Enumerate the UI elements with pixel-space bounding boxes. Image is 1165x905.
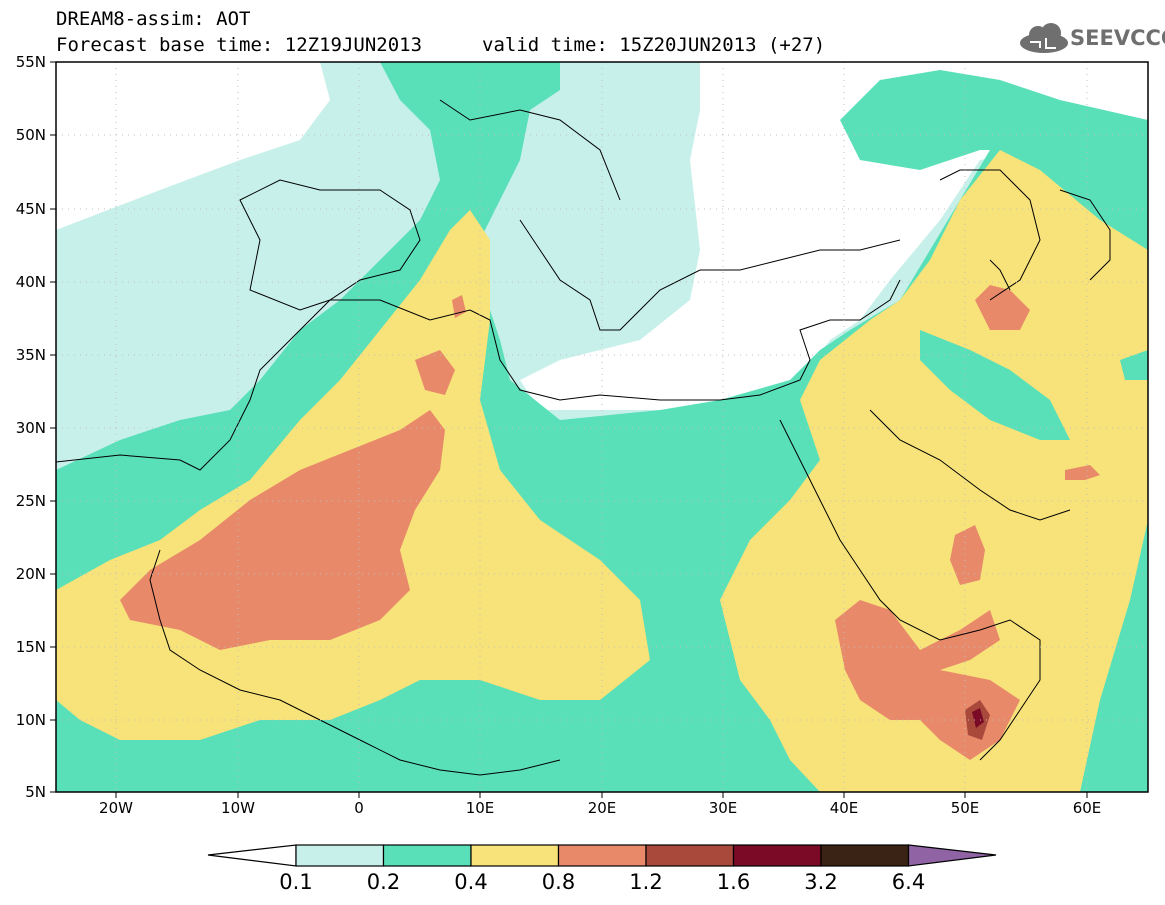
forecast-base-time: Forecast base time: 12Z19JUN2013	[56, 34, 423, 56]
lon-label: 20W	[99, 799, 133, 817]
colorbar-label: 1.2	[629, 870, 663, 894]
colorbar-label: 0.4	[454, 870, 488, 894]
aot-band-1.6	[972, 708, 984, 728]
lat-label: 25N	[15, 492, 46, 510]
valid-time: valid time: 15Z20JUN2013 (+27)	[482, 34, 826, 56]
lat-label: 30N	[15, 419, 46, 437]
colorbar-label: 6.4	[891, 870, 926, 894]
colorbar-label: 0.1	[279, 870, 313, 894]
tick-marks	[50, 61, 1088, 798]
lon-label: 10W	[221, 799, 255, 817]
colorbar-label: 0.2	[366, 870, 401, 894]
lon-label: 0	[354, 799, 364, 817]
lat-label: 55N	[15, 53, 46, 71]
aot-band-0.2-inner	[920, 330, 1148, 440]
lat-label: 5N	[25, 783, 46, 801]
colorbar-label: 1.6	[716, 870, 751, 894]
logo-text: SEEVCCC	[1070, 26, 1165, 50]
lon-label: 30E	[708, 799, 738, 817]
graticule	[56, 62, 1148, 792]
lon-label: 60E	[1072, 799, 1102, 817]
lat-label: 35N	[15, 346, 46, 364]
lon-label: 20E	[587, 799, 617, 817]
cloud-logo-icon	[1020, 23, 1068, 53]
coastlines	[56, 99, 1111, 776]
lat-label: 50N	[15, 126, 46, 144]
lon-label: 40E	[829, 799, 859, 817]
lat-label: 45N	[15, 200, 46, 218]
lat-label: 15N	[15, 638, 46, 656]
lat-label: 10N	[15, 711, 46, 729]
lon-label: 50E	[950, 799, 980, 817]
lon-label: 10E	[465, 799, 495, 817]
colorbar-label: 3.2	[804, 870, 838, 894]
lat-label: 40N	[15, 273, 46, 291]
lat-label: 20N	[15, 565, 46, 583]
colorbar-label: 0.8	[541, 870, 576, 894]
map-title: DREAM8-assim: AOT	[56, 8, 251, 30]
